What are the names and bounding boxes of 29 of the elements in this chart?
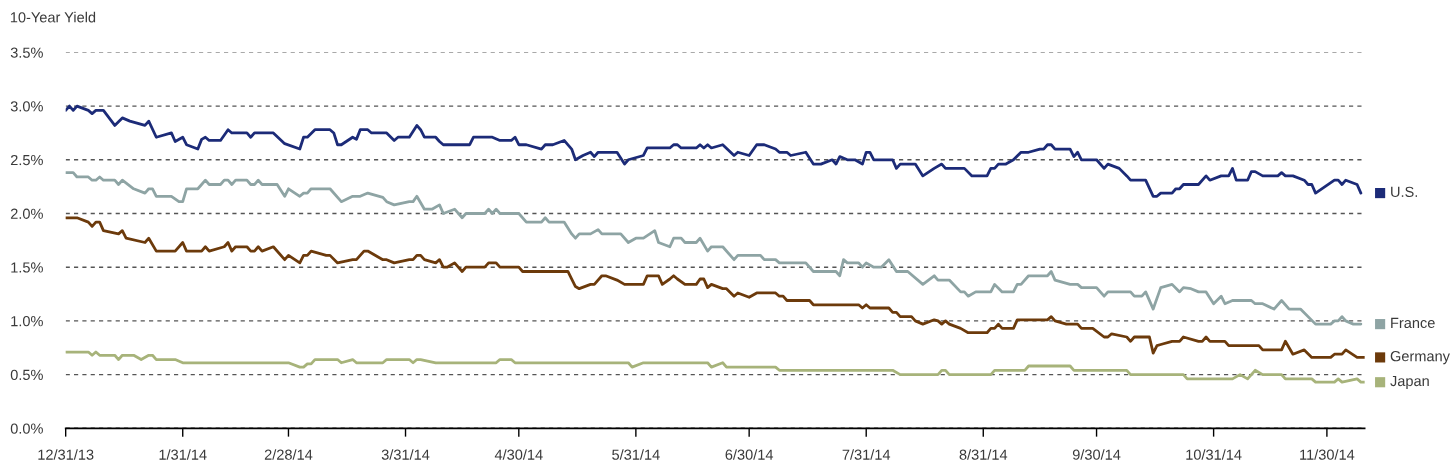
y-tick-label: 0.5% bbox=[10, 369, 43, 381]
legend-label: Japan bbox=[1390, 375, 1429, 390]
x-tick-label: 3/31/14 bbox=[381, 449, 430, 460]
legend-label: Germany bbox=[1390, 351, 1450, 365]
x-tick-label: 12/31/13 bbox=[38, 449, 94, 460]
x-tick-label: 5/31/14 bbox=[612, 449, 660, 460]
y-tick-label: 2.0% bbox=[10, 208, 43, 219]
x-tick-label: 9/30/14 bbox=[1072, 449, 1121, 460]
x-tick-label: 4/30/14 bbox=[494, 449, 543, 460]
x-tick-label: 7/31/14 bbox=[842, 449, 891, 460]
x-tick-label: 8/31/14 bbox=[959, 449, 1008, 460]
legend-label: France bbox=[1391, 317, 1435, 329]
legend-label: U.S. bbox=[1391, 186, 1418, 197]
y-tick-label: 3.0% bbox=[10, 101, 43, 112]
x-tick-label: 2/28/14 bbox=[264, 449, 313, 460]
x-tick-label: 11/30/14 bbox=[1300, 449, 1355, 460]
line-series bbox=[65, 350, 1365, 384]
y-axis-title: 10-Year Yield bbox=[10, 11, 96, 23]
line-series bbox=[65, 104, 1363, 198]
line-series bbox=[65, 216, 1365, 359]
y-tick-label: 0.0% bbox=[10, 423, 43, 434]
x-tick-label: 6/30/14 bbox=[725, 449, 774, 460]
line-series bbox=[65, 171, 1363, 326]
y-tick-label: 1.0% bbox=[11, 316, 43, 327]
y-tick-label: 3.5% bbox=[10, 47, 43, 58]
x-tick-label: 10/31/14 bbox=[1186, 449, 1242, 460]
y-tick-label: 2.5% bbox=[10, 154, 43, 166]
x-tick-label: 1/31/14 bbox=[159, 449, 207, 460]
y-tick-label: 1.5% bbox=[11, 262, 43, 273]
